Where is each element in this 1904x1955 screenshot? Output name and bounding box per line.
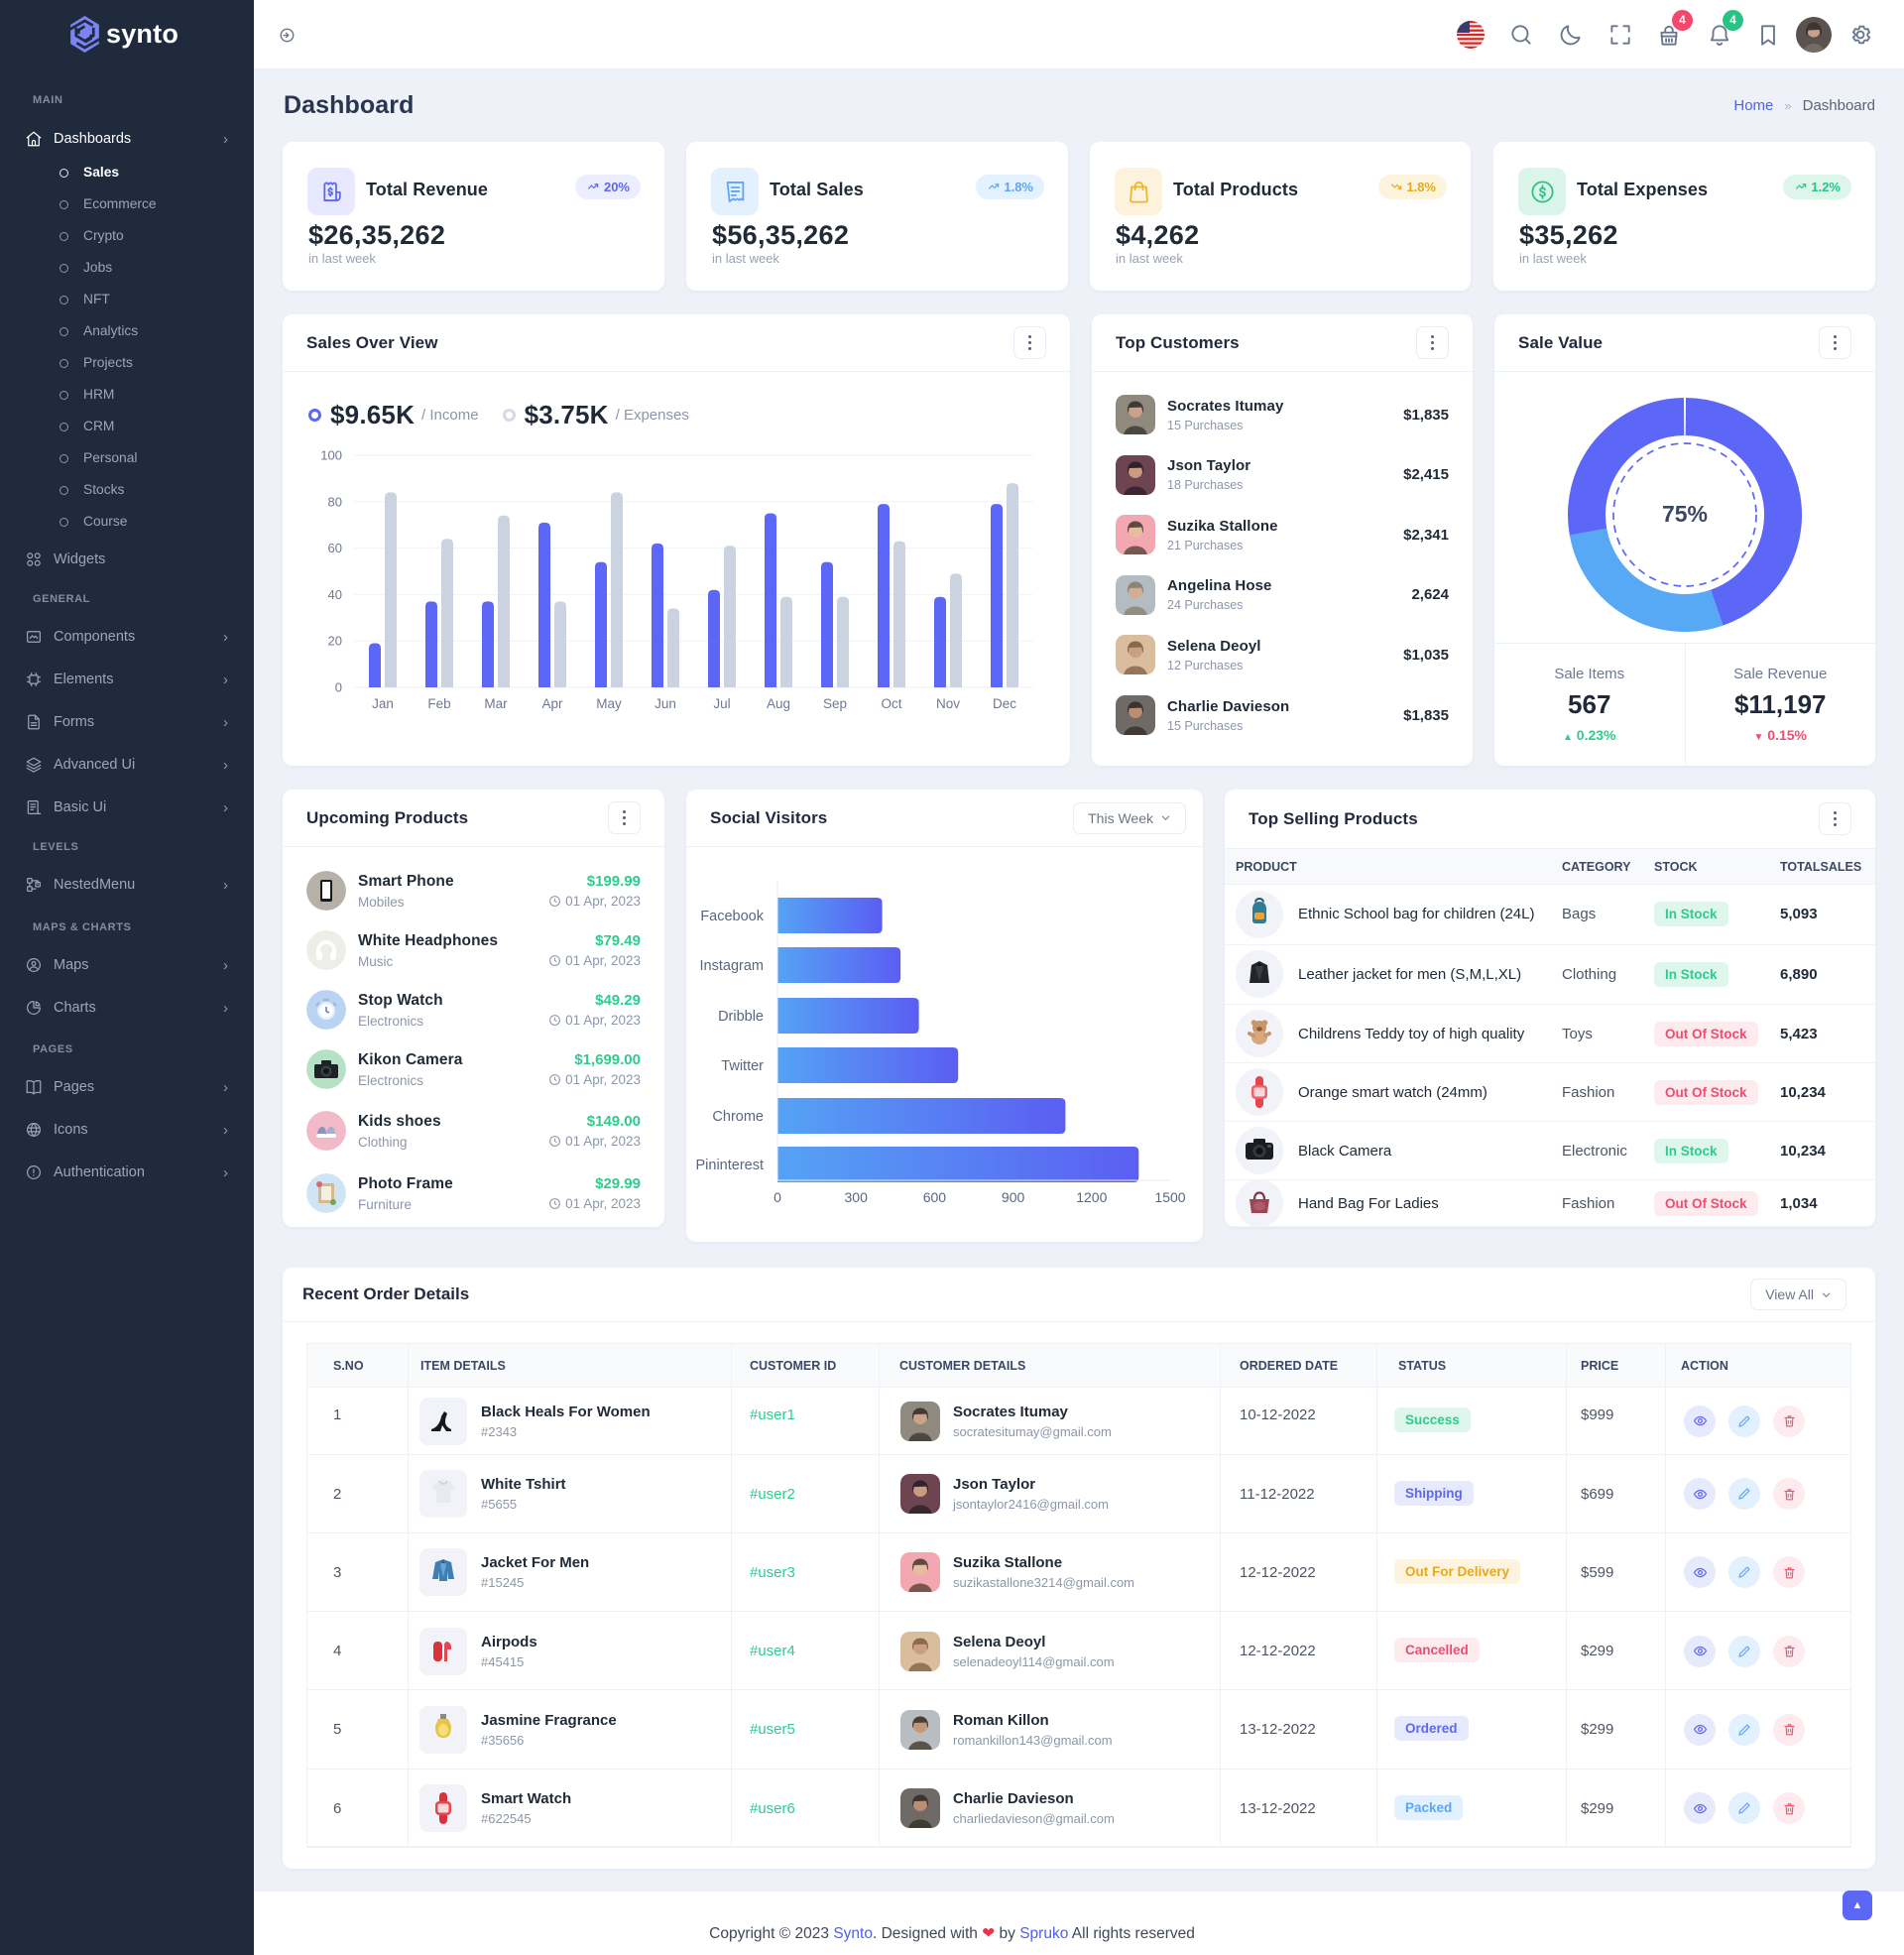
svg-text:Jan: Jan xyxy=(372,696,394,711)
svg-text:Instagram: Instagram xyxy=(700,958,764,974)
svg-text:May: May xyxy=(596,696,622,711)
svg-text:Aug: Aug xyxy=(767,696,790,711)
svg-text:1500: 1500 xyxy=(1154,1189,1185,1205)
svg-text:Jun: Jun xyxy=(654,696,676,711)
svg-text:80: 80 xyxy=(328,494,342,509)
svg-text:40: 40 xyxy=(328,587,342,602)
svg-text:Oct: Oct xyxy=(881,696,901,711)
svg-text:300: 300 xyxy=(845,1189,869,1205)
svg-text:Nov: Nov xyxy=(936,696,960,711)
svg-text:Apr: Apr xyxy=(541,696,563,711)
svg-text:Facebook: Facebook xyxy=(700,909,764,924)
svg-text:60: 60 xyxy=(328,541,342,555)
svg-text:0: 0 xyxy=(774,1189,781,1205)
svg-text:900: 900 xyxy=(1002,1189,1025,1205)
svg-text:20: 20 xyxy=(328,634,342,649)
svg-text:Jul: Jul xyxy=(713,696,730,711)
svg-text:0: 0 xyxy=(335,680,342,695)
svg-text:Dribble: Dribble xyxy=(718,1009,764,1025)
svg-text:Feb: Feb xyxy=(427,696,450,711)
svg-text:Mar: Mar xyxy=(484,696,508,711)
svg-text:Pininterest: Pininterest xyxy=(695,1158,764,1173)
svg-text:100: 100 xyxy=(320,448,342,463)
svg-text:Chrome: Chrome xyxy=(712,1109,764,1125)
svg-text:Twitter: Twitter xyxy=(721,1058,764,1074)
svg-text:75%: 75% xyxy=(1662,501,1708,527)
svg-text:600: 600 xyxy=(923,1189,947,1205)
svg-text:Dec: Dec xyxy=(993,696,1016,711)
svg-text:1200: 1200 xyxy=(1076,1189,1107,1205)
svg-text:Sep: Sep xyxy=(823,696,847,711)
